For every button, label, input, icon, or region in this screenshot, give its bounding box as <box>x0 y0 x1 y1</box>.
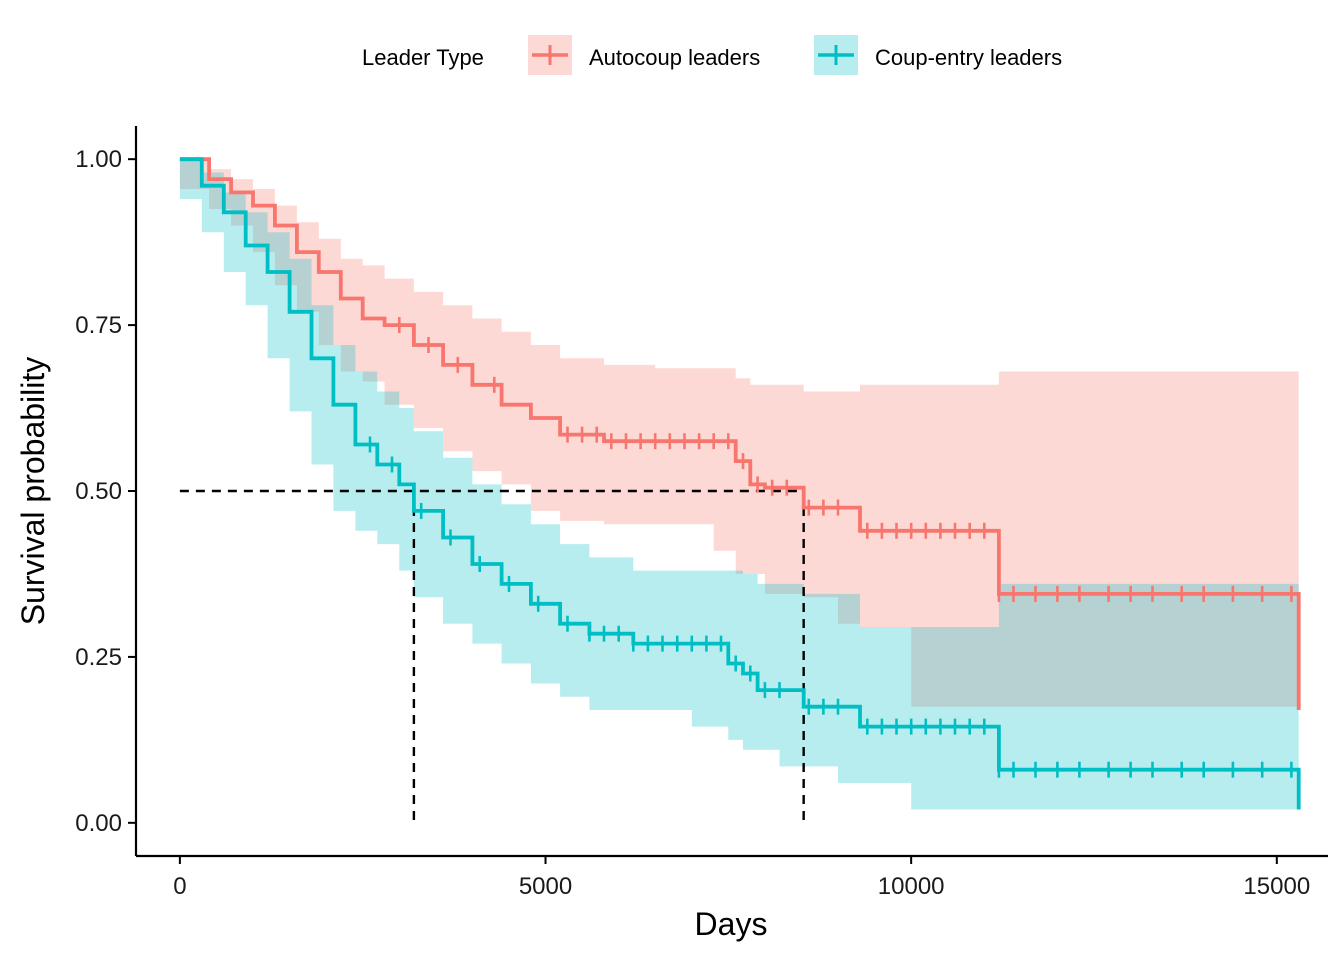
x-tick-label: 10000 <box>878 873 945 900</box>
coup-entry-leaders-survival-line <box>179 157 1301 810</box>
survival-curves <box>179 157 1301 810</box>
legend: Leader Type Autocoup leaders Coup-entry … <box>362 35 1062 75</box>
legend-label-coup-entry: Coup-entry leaders <box>875 45 1062 70</box>
y-tick-label: 0.25 <box>75 644 122 671</box>
censor-marks <box>368 317 1293 778</box>
legend-title: Leader Type <box>362 45 484 70</box>
x-ticks: 0 5000 10000 15000 <box>173 856 1310 900</box>
y-tick-label: 0.50 <box>75 478 122 505</box>
median-survival-lines <box>179 489 805 823</box>
legend-key-autocoup <box>528 35 572 75</box>
coup-entry-leaders-confidence-band <box>179 159 1299 810</box>
legend-label-autocoup: Autocoup leaders <box>589 45 760 70</box>
legend-key-coup-entry <box>814 35 858 75</box>
axes: 0 5000 10000 15000 0.00 0.25 0.50 0.75 1.00 <box>75 126 1328 900</box>
x-tick-label: 15000 <box>1243 873 1310 900</box>
autocoup-leaders-survival-line <box>179 157 1301 710</box>
y-axis-title: Survival probability <box>15 357 51 626</box>
confidence-bands <box>179 159 1299 810</box>
y-tick-label: 1.00 <box>75 146 122 173</box>
y-tick-label: 0.00 <box>75 810 122 837</box>
x-tick-label: 0 <box>173 873 186 900</box>
y-tick-label: 0.75 <box>75 312 122 339</box>
x-tick-label: 5000 <box>519 873 572 900</box>
y-ticks: 0.00 0.25 0.50 0.75 1.00 <box>75 146 136 837</box>
x-axis-title: Days <box>695 906 768 942</box>
autocoup-leaders-confidence-band <box>179 159 1299 707</box>
